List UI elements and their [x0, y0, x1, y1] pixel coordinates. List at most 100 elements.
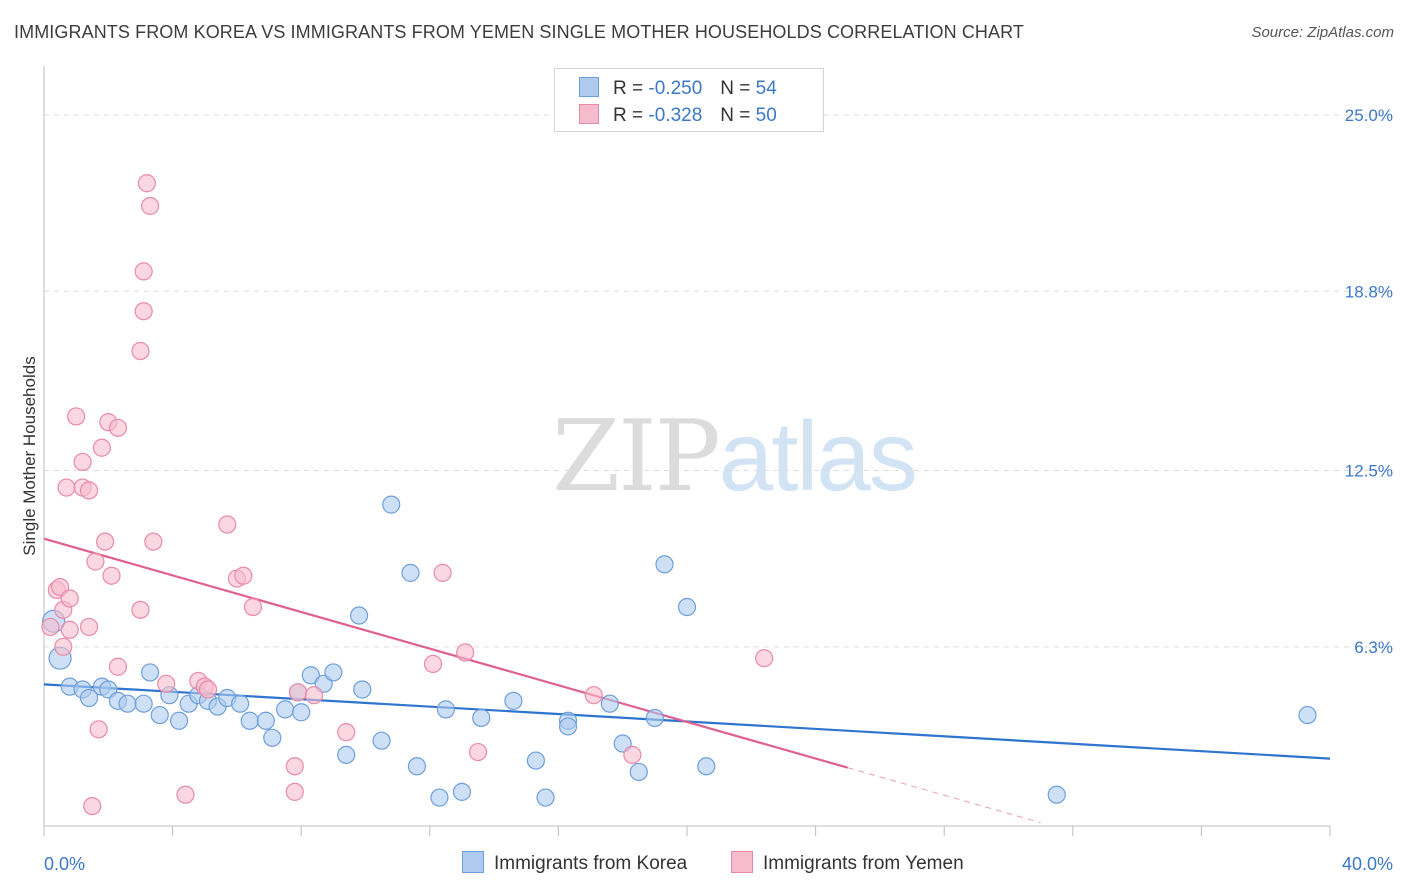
korea-point: [436, 700, 455, 719]
yemen-point: [89, 720, 108, 739]
korea-point: [324, 663, 343, 682]
korea-n-label: N =: [720, 78, 751, 99]
trend-lines: [43, 537, 1331, 824]
yemen-legend-swatch: [731, 851, 753, 873]
yemen-point: [131, 600, 150, 619]
korea-swatch: [579, 77, 599, 97]
yemen-point: [95, 532, 115, 551]
y-tick-label: 12.5%: [1345, 461, 1393, 480]
korea-point: [526, 751, 545, 770]
korea-point: [150, 705, 169, 725]
x-tick-label-min: 0.0%: [44, 854, 85, 874]
yemen-point: [176, 785, 195, 804]
korea-point: [79, 688, 99, 708]
legend-item-korea: Immigrants from Korea: [462, 851, 687, 875]
yemen-point: [108, 657, 128, 676]
korea-point: [536, 788, 555, 807]
yemen-point: [157, 674, 176, 693]
korea-point: [452, 782, 472, 801]
legend-item-yemen: Immigrants from Yemen: [731, 851, 964, 875]
yemen-point: [92, 438, 111, 457]
korea-point: [231, 694, 250, 713]
yemen-point: [423, 654, 443, 673]
yemen-point: [60, 589, 79, 608]
y-tick-label: 25.0%: [1345, 106, 1393, 125]
korea-point: [240, 711, 259, 730]
yemen-point: [285, 757, 304, 776]
yemen-point: [243, 597, 263, 617]
yemen-point: [137, 174, 156, 193]
korea-point: [118, 694, 137, 713]
y-axis-label: Single Mother Households: [20, 356, 39, 555]
korea-point: [472, 708, 491, 728]
y-tick-label: 6.3%: [1354, 638, 1393, 657]
yemen-point: [134, 302, 153, 321]
yemen-point: [433, 563, 452, 582]
korea-point: [169, 711, 189, 730]
yemen-n-value: 50: [755, 105, 777, 126]
korea-legend-label: Immigrants from Korea: [494, 853, 688, 874]
series-legend: Immigrants from Korea Immigrants from Ye…: [0, 851, 1406, 877]
yemen-point: [86, 552, 105, 571]
yemen-point: [54, 637, 73, 656]
watermark-atlas: atlas: [718, 401, 918, 511]
korea-point: [349, 606, 369, 625]
data-points: [41, 174, 1317, 816]
korea-point: [558, 717, 578, 736]
korea-point: [256, 711, 275, 730]
korea-point: [655, 555, 674, 574]
korea-r-value: -0.250: [648, 78, 703, 99]
korea-point: [292, 703, 311, 722]
legend-row-korea: R = -0.250 N = 54: [579, 77, 777, 101]
yemen-point: [234, 566, 253, 585]
yemen-point: [755, 649, 774, 668]
yemen-point: [131, 341, 150, 361]
yemen-trend-line: [43, 537, 849, 769]
yemen-point: [198, 680, 218, 699]
korea-point: [504, 691, 523, 710]
korea-point: [382, 495, 401, 514]
yemen-point: [140, 196, 160, 216]
yemen-point: [144, 532, 163, 551]
korea-point: [301, 666, 320, 685]
yemen-r-value: -0.328: [648, 105, 703, 126]
watermark-zip: ZIP: [552, 400, 721, 514]
watermark: ZIPatlas: [552, 400, 918, 514]
korea-point: [645, 708, 664, 728]
yemen-point: [73, 452, 92, 472]
yemen-point: [288, 683, 308, 702]
yemen-point: [285, 782, 304, 801]
korea-point: [1047, 785, 1066, 804]
axis-labels: 6.3% 12.5% 18.8% 25.0% 0.0% 40.0% Single Mothe…: [20, 106, 1393, 874]
korea-point: [677, 597, 697, 617]
korea-point: [276, 700, 295, 719]
yemen-point: [337, 723, 356, 742]
yemen-point: [83, 796, 102, 816]
korea-point: [430, 788, 449, 807]
grid-lines: [44, 114, 1392, 648]
korea-point: [372, 731, 391, 750]
yemen-r-label: R =: [613, 105, 644, 126]
yemen-point: [41, 617, 60, 637]
korea-point: [353, 680, 372, 699]
korea-point: [1298, 705, 1317, 725]
yemen-point: [584, 686, 603, 705]
korea-point: [697, 757, 716, 776]
y-tick-label: 18.8%: [1345, 282, 1393, 301]
yemen-point: [102, 566, 121, 585]
yemen-point: [79, 481, 99, 500]
korea-point: [140, 663, 160, 682]
legend-row-yemen: R = -0.328 N = 50: [579, 104, 777, 128]
yemen-point: [79, 617, 99, 637]
correlation-legend: R = -0.250 N = 54 R = -0.328 N = 50: [554, 68, 824, 132]
korea-point: [263, 728, 282, 747]
x-tick-label-max: 40.0%: [1342, 854, 1393, 874]
korea-point: [134, 694, 153, 713]
korea-point: [600, 694, 619, 713]
yemen-n-label: N =: [720, 105, 751, 126]
korea-point: [337, 745, 356, 764]
yemen-point: [623, 745, 642, 764]
yemen-trend-extension: [847, 767, 1041, 824]
yemen-legend-label: Immigrants from Yemen: [763, 853, 964, 874]
yemen-point: [57, 478, 76, 497]
